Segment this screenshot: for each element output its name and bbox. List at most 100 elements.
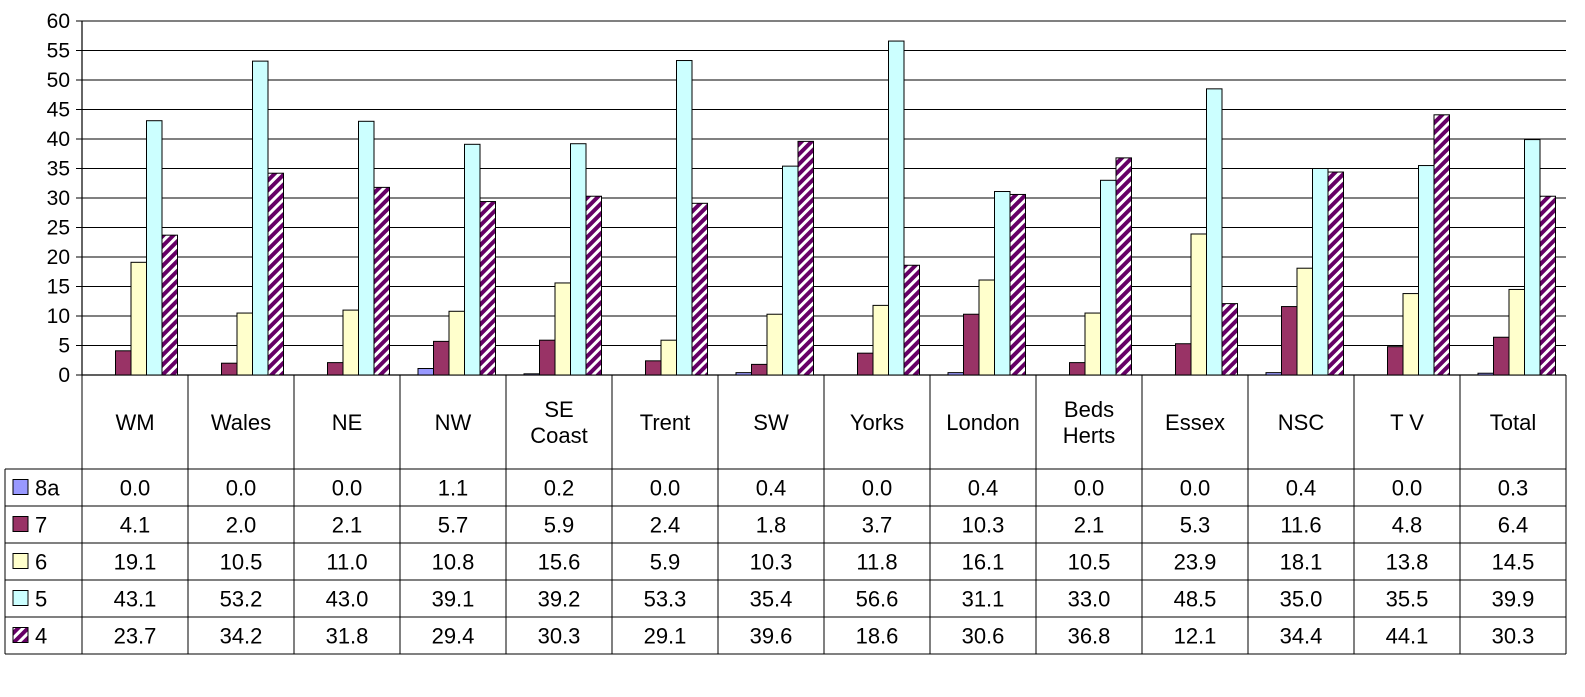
bar-5-10 [1206,88,1223,376]
table-value: 39.6 [750,624,793,649]
table-value: 31.1 [962,587,1005,612]
y-tick-label: 50 [47,69,70,92]
legend-key-6 [12,553,29,569]
bar-7-1 [221,362,238,376]
y-tick-label: 25 [47,217,70,240]
table-value: 0.0 [332,476,363,501]
table-value: 35.0 [1280,587,1323,612]
bar-4-12 [1433,114,1450,376]
bar-8a-4 [523,373,540,376]
bar-4-6 [797,140,814,376]
bar-5-3 [464,143,481,376]
table-value: 10.8 [432,550,475,575]
bar-7-8 [963,313,980,376]
table-value: 53.3 [644,587,687,612]
legend-key-4 [12,627,29,643]
table-value: 4.8 [1392,513,1423,538]
table-value: 5.9 [650,550,681,575]
bar-6-3 [448,310,465,376]
table-value: 15.6 [538,550,581,575]
category-label: NE [332,410,363,435]
table-value: 36.8 [1068,624,1111,649]
table-value: 18.1 [1280,550,1323,575]
table-value: 10.5 [1068,550,1111,575]
bar-8a-6 [735,372,752,376]
table-value: 10.3 [962,513,1005,538]
table-value: 0.0 [226,476,257,501]
bar-4-10 [1221,303,1238,376]
bar-4-8 [1009,193,1026,376]
category-label: Coast [530,423,587,448]
bar-6-5 [660,339,677,376]
bar-6-0 [130,261,147,376]
bar-5-0 [146,120,163,376]
category-label: Herts [1063,423,1116,448]
category-label: Beds [1064,397,1114,422]
table-value: 43.1 [114,587,157,612]
table-value: 13.8 [1386,550,1429,575]
table-value: 30.3 [1492,624,1535,649]
table-value: 0.0 [1392,476,1423,501]
y-tick-label: 60 [47,10,70,33]
legend-key-7 [12,516,29,532]
table-value: 5.9 [544,513,575,538]
bar-7-5 [645,360,662,376]
bar-4-9 [1115,157,1132,376]
bar-6-10 [1190,233,1207,376]
bar-7-9 [1069,362,1086,376]
legend-label: 8a [35,476,60,501]
bar-6-7 [872,304,889,376]
table-value: 30.3 [538,624,581,649]
table-value: 2.4 [650,513,681,538]
bar-4-11 [1327,171,1344,376]
bar-4-3 [479,201,496,376]
table-value: 0.0 [650,476,681,501]
table-value: 0.0 [120,476,151,501]
table-value: 48.5 [1174,587,1217,612]
category-label: Wales [211,410,271,435]
table-value: 10.5 [220,550,263,575]
table-value: 0.4 [1286,476,1317,501]
table-value: 2.0 [226,513,257,538]
table-value: 10.3 [750,550,793,575]
bar-5-1 [252,60,269,376]
bar-8a-11 [1265,372,1282,376]
table-value: 31.8 [326,624,369,649]
gridlines [82,20,1566,376]
bar-7-13 [1493,336,1510,376]
table-value: 3.7 [862,513,893,538]
bar-4-0 [161,234,178,376]
table-value: 5.3 [1180,513,1211,538]
bar-5-13 [1524,139,1541,376]
y-tick-label: 20 [47,246,70,269]
bar-6-6 [766,313,783,376]
y-tick-label: 30 [47,187,70,210]
table-value: 34.2 [220,624,263,649]
y-tick-label: 15 [47,276,70,299]
table-value: 0.4 [756,476,787,501]
bar-4-13 [1539,195,1556,376]
bar-7-0 [115,350,132,376]
y-tick-label: 5 [58,335,70,358]
category-label: NSC [1278,410,1325,435]
bar-4-1 [267,172,284,376]
table-value: 11.6 [1280,513,1321,538]
bar-8a-8 [947,372,964,376]
bar-4-2 [373,186,390,376]
bar-7-6 [751,363,768,376]
bar-7-2 [327,362,344,376]
bar-6-1 [236,312,253,376]
bar-4-4 [585,195,602,376]
category-label: SE [544,397,573,422]
bar-5-7 [888,40,905,376]
table-value: 23.9 [1174,550,1217,575]
table-value: 0.0 [1180,476,1211,501]
table-value: 11.8 [856,550,897,575]
y-tick-label: 10 [47,305,70,328]
y-tick-label: 40 [47,128,70,151]
bar-4-5 [691,202,708,376]
table-value: 19.1 [114,550,157,575]
table-value: 16.1 [962,550,1005,575]
